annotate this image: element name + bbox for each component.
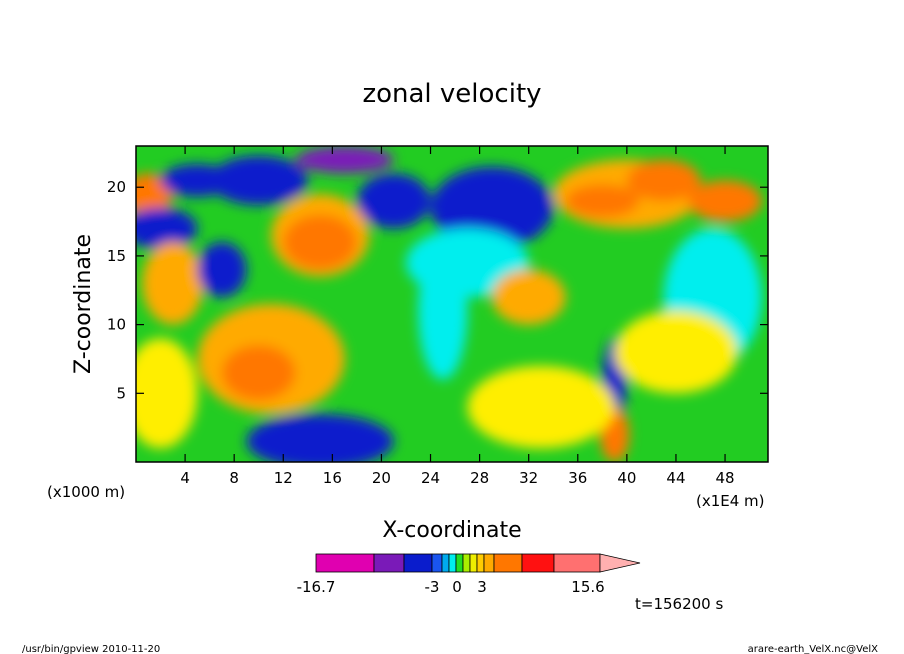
x-unit-left: (x1000 m) bbox=[47, 483, 125, 501]
colorbar-min-label: -16.7 bbox=[297, 578, 336, 596]
x-tick-label-11: 48 bbox=[716, 469, 735, 487]
field-blob-1 bbox=[136, 207, 198, 250]
colorbar-mid-label-0: -3 bbox=[425, 578, 440, 596]
x-tick-label-1: 8 bbox=[229, 469, 239, 487]
x-tick-label-6: 28 bbox=[470, 469, 489, 487]
footer-right: arare-earth_VelX.nc@VelX bbox=[748, 644, 879, 654]
field-blob-7 bbox=[209, 155, 308, 206]
x-tick-label-7: 32 bbox=[519, 469, 538, 487]
x-unit-right: (x1E4 m) bbox=[696, 492, 765, 510]
colorbar bbox=[315, 553, 641, 573]
colorbar-mid-label-1: 0 bbox=[452, 578, 462, 596]
colorbar-segment-7 bbox=[462, 553, 471, 573]
y-axis-label: Z-coordinate bbox=[71, 234, 96, 374]
plot-frame bbox=[135, 145, 769, 463]
field-blob-14 bbox=[430, 166, 554, 250]
colorbar-segment-11 bbox=[493, 553, 523, 573]
x-tick-label-5: 24 bbox=[421, 469, 440, 487]
field-blob-25 bbox=[467, 365, 615, 449]
field-blob-9 bbox=[356, 173, 431, 229]
field-contours bbox=[136, 146, 762, 462]
field-blob-4 bbox=[197, 242, 247, 298]
field-blob-18 bbox=[565, 184, 640, 218]
x-tick-label-3: 16 bbox=[323, 469, 342, 487]
x-tick-label-10: 44 bbox=[666, 469, 685, 487]
field-blob-19 bbox=[626, 159, 701, 201]
x-tick-label-4: 20 bbox=[372, 469, 391, 487]
field-blob-26 bbox=[136, 338, 198, 449]
colorbar-segment-1 bbox=[373, 553, 405, 573]
plot-area bbox=[136, 146, 768, 462]
y-tick-label-0: 5 bbox=[116, 384, 126, 402]
field-blob-3 bbox=[142, 242, 204, 325]
field-blob-8 bbox=[295, 146, 394, 174]
field-blob-11 bbox=[221, 345, 296, 401]
field-blob-24 bbox=[614, 310, 738, 394]
colorbar-segment-6 bbox=[455, 553, 464, 573]
footer-left: /usr/bin/gpview 2010-11-20 bbox=[22, 644, 160, 654]
y-tick-label-2: 15 bbox=[107, 247, 126, 265]
field-blob-20 bbox=[688, 180, 762, 222]
colorbar-segment-13 bbox=[553, 553, 601, 573]
colorbar-segment-2 bbox=[403, 553, 433, 573]
colorbar-segment-9 bbox=[476, 553, 485, 573]
colorbar-segment-4 bbox=[441, 553, 450, 573]
y-axis: 5 10 15 20 bbox=[107, 178, 768, 402]
field-blob-16 bbox=[491, 269, 566, 325]
field-blob-15 bbox=[405, 228, 529, 298]
colorbar-segment-12 bbox=[521, 553, 555, 573]
chart-title: zonal velocity bbox=[362, 79, 541, 109]
colorbar-max-label: 15.6 bbox=[571, 578, 604, 596]
x-tick-label-0: 4 bbox=[180, 469, 190, 487]
colorbar-segment-0 bbox=[315, 553, 375, 573]
x-tick-label-2: 12 bbox=[274, 469, 293, 487]
x-tick-label-8: 36 bbox=[568, 469, 587, 487]
time-label: t=156200 s bbox=[635, 595, 723, 613]
field-blob-12 bbox=[246, 413, 394, 462]
colorbar-segment-10 bbox=[483, 553, 495, 573]
colorbar-arrow bbox=[599, 553, 641, 573]
y-tick-label-1: 10 bbox=[107, 316, 126, 334]
x-axis-label: X-coordinate bbox=[382, 518, 521, 543]
colorbar-segment-5 bbox=[448, 553, 457, 573]
colorbar-segment-8 bbox=[469, 553, 478, 573]
colorbar-mid-label-2: 3 bbox=[477, 578, 487, 596]
field-blob-6 bbox=[283, 214, 357, 270]
colorbar-segment-3 bbox=[431, 553, 443, 573]
x-axis: 4 8 12 16 20 24 28 32 36 40 44 48 bbox=[180, 146, 735, 487]
x-tick-label-9: 40 bbox=[617, 469, 636, 487]
y-tick-label-3: 20 bbox=[107, 178, 126, 196]
